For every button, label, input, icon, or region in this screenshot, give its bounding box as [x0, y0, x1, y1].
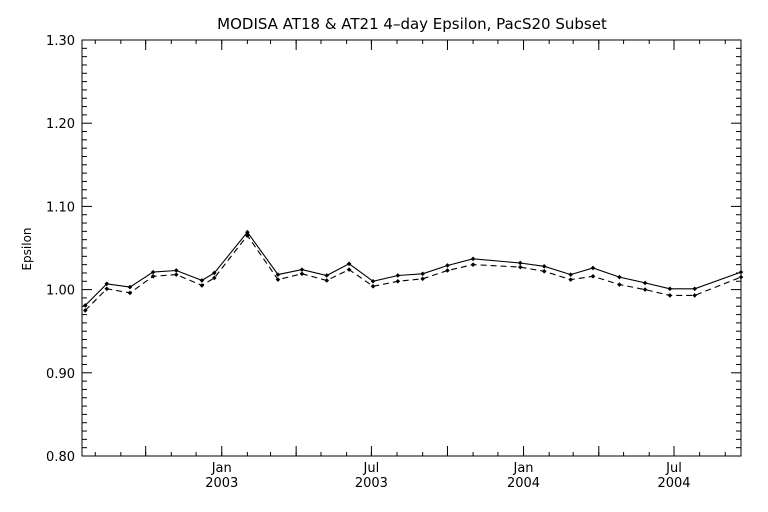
series-2-point [299, 271, 305, 277]
series-1-point [173, 268, 179, 273]
x-tick-label: Jan [211, 461, 232, 476]
y-axis-label: Epsilon [20, 227, 34, 270]
x-tick-label: Jan [513, 461, 534, 476]
series-2-point [127, 290, 133, 296]
series-2-point [738, 274, 744, 280]
series-2-point [568, 277, 573, 282]
series-1-point [617, 274, 622, 280]
series-2-point [370, 283, 376, 289]
series-line-1 [84, 231, 742, 306]
series-line-2 [84, 234, 742, 311]
series-2-point [104, 286, 110, 292]
series-1-point [346, 261, 352, 267]
x-tick-year-label: 2004 [657, 476, 690, 491]
x-tick-year-label: 2003 [355, 476, 388, 491]
series-1-point [541, 264, 547, 269]
series-1-point [445, 263, 450, 268]
x-tick-label: Jul [363, 461, 380, 476]
axis-tick-labels: 0.800.901.001.101.201.30Jan2003Jul2003Ja… [46, 34, 691, 491]
y-tick-label: 1.20 [46, 117, 75, 132]
x-tick-year-label: 2003 [205, 476, 238, 491]
data-series [83, 229, 744, 313]
series-1-point [470, 256, 476, 262]
series-1-point [104, 281, 110, 287]
x-tick-year-label: 2004 [507, 476, 540, 491]
series-1-point [517, 260, 523, 266]
series-1-point [211, 270, 217, 276]
series-1-point [692, 286, 697, 292]
y-tick-label: 1.30 [46, 34, 75, 49]
series-1-point [420, 271, 425, 277]
series-1-point [738, 269, 744, 275]
series-1-point [299, 267, 305, 272]
series-1-point [83, 303, 88, 308]
y-tick-label: 1.10 [46, 200, 75, 215]
series-2-point [541, 268, 547, 274]
series-1-point [667, 286, 673, 292]
series-2-point [470, 262, 476, 267]
series-1-point [199, 278, 205, 283]
series-1-point [245, 229, 250, 235]
series-2-point [173, 272, 179, 277]
series-1-point [324, 273, 330, 278]
series-2-point [692, 293, 697, 298]
series-2-point [517, 264, 523, 270]
series-1-point [370, 278, 376, 284]
series-1-point [275, 272, 281, 277]
series-1-point [395, 273, 401, 278]
series-2-point [211, 275, 217, 281]
y-tick-label: 1.00 [46, 284, 75, 299]
x-tick-label: Jul [665, 461, 682, 476]
series-2-point [275, 277, 281, 282]
series-2-point [420, 276, 425, 282]
series-2-point [245, 233, 250, 238]
series-1-point [642, 280, 648, 286]
series-2-point [150, 273, 156, 279]
series-2-point [83, 308, 88, 313]
series-1-point [127, 284, 133, 290]
series-2-point [590, 273, 596, 279]
axis-ticks [82, 39, 741, 457]
series-1-point [568, 272, 573, 277]
series-2-point [346, 267, 352, 272]
series-2-point [642, 287, 648, 292]
series-2-point [445, 268, 450, 273]
series-1-point [590, 265, 596, 271]
series-2-point [324, 278, 330, 283]
series-1-point [150, 269, 156, 275]
series-2-point [395, 278, 401, 284]
plot-area-frame [81, 39, 742, 457]
y-tick-label: 0.80 [46, 450, 75, 465]
series-2-point [667, 293, 673, 298]
series-2-point [617, 282, 622, 287]
chart-title: MODISA AT18 & AT21 4–day Epsilon, PacS20… [217, 15, 607, 33]
series-2-point [199, 283, 205, 288]
y-tick-label: 0.90 [46, 367, 75, 382]
